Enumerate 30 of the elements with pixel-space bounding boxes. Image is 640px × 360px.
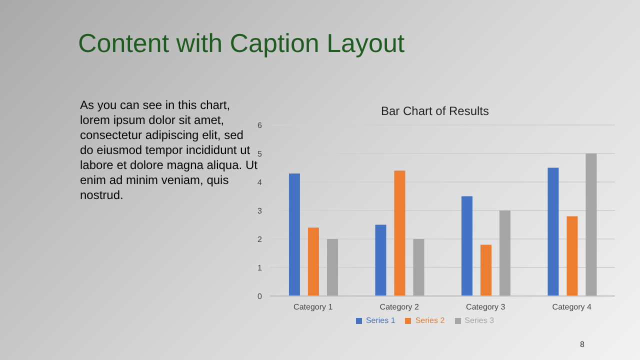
chart-title: Content with Caption Layout — [78, 28, 405, 59]
legend-label: Series 2 — [415, 316, 445, 325]
y-tick-label: 6 — [258, 120, 263, 130]
y-tick-label: 4 — [258, 178, 263, 187]
y-tick-label: 5 — [258, 149, 263, 158]
bar — [394, 170, 406, 296]
bar — [308, 228, 319, 296]
y-tick-label: 1 — [258, 263, 263, 272]
bar — [375, 224, 386, 296]
chart-subtitle: Bar Chart of Results — [380, 104, 490, 118]
legend-label: Series 1 — [366, 316, 396, 325]
y-tick-label: 0 — [258, 292, 263, 301]
bar — [499, 210, 510, 296]
text: As you can see in this chart, lorem ipsum dolor sit amet, consectetur adipiscing elit, sed do eiusmod tempor incididunt ut labore et dolore magna aliqua. Ut enim ad minim veniam, quis nostrud. — [80, 98, 258, 202]
x-tick-label: Category 2 — [380, 302, 420, 312]
bar — [413, 239, 424, 296]
text: 8 — [580, 340, 584, 349]
x-tick-label: Category 3 — [466, 302, 506, 312]
bar — [326, 239, 338, 296]
x-tick-label: Category 1 — [294, 302, 334, 312]
bar — [586, 154, 597, 296]
y-tick-label: 2 — [258, 234, 263, 244]
bar — [480, 244, 492, 296]
bar — [461, 196, 472, 296]
y-tick-label: 3 — [258, 206, 263, 216]
bar — [566, 216, 578, 296]
legend-label: Series 3 — [464, 316, 494, 325]
bar — [288, 173, 300, 296]
x-tick-label: Category 4 — [552, 302, 592, 312]
bar — [548, 168, 559, 296]
